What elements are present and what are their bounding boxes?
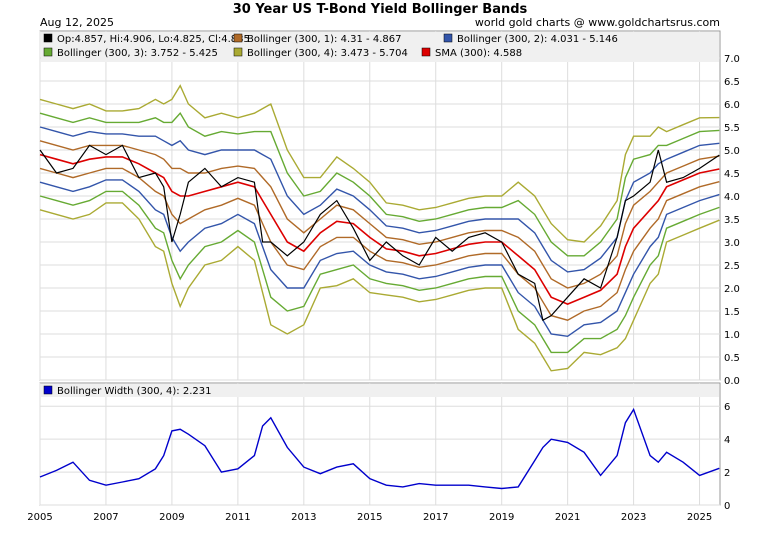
lower-legend-background xyxy=(41,384,719,397)
lower-y-tick-label: 0 xyxy=(724,501,730,512)
bollinger-width-line xyxy=(39,407,720,490)
legend-swatch xyxy=(43,33,53,43)
main-y-tick-label: 0.0 xyxy=(724,376,740,387)
legend-swatch xyxy=(233,47,243,57)
lower-plot-frame xyxy=(39,382,721,506)
close-line xyxy=(39,144,720,322)
x-tick-label: 2009 xyxy=(159,512,184,523)
legend-label: Bollinger (300, 4): 3.473 - 5.704 xyxy=(247,48,408,59)
chart-title: 30 Year US T-Bond Yield Bollinger Bands xyxy=(233,2,528,17)
main-y-tick-label: 4.0 xyxy=(724,192,740,203)
main-y-tick-label: 6.5 xyxy=(724,77,740,88)
x-tick-label: 2017 xyxy=(423,512,448,523)
x-tick-label: 2005 xyxy=(27,512,52,523)
legend-swatch xyxy=(233,33,243,43)
lower-y-tick-label: 4 xyxy=(724,435,730,446)
legend-label: Bollinger (300, 1): 4.31 - 4.867 xyxy=(247,34,401,45)
main-legend-background xyxy=(41,32,719,62)
main-y-tick-label: 1.5 xyxy=(724,307,740,318)
bollinger-300-4-upper-band xyxy=(39,84,720,243)
sma-300-line xyxy=(39,153,720,305)
lower-gridlines xyxy=(39,383,720,506)
legend-swatch xyxy=(43,47,53,57)
legend-label: Bollinger (300, 2): 4.031 - 5.146 xyxy=(457,34,618,45)
bollinger-300-2-lower-band xyxy=(39,179,720,338)
main-y-tick-label: 6.0 xyxy=(724,100,740,111)
x-tick-label: 2019 xyxy=(489,512,514,523)
main-y-tick-label: 3.5 xyxy=(724,215,740,226)
legend-swatch xyxy=(443,33,453,43)
bollinger-300-3-upper-band xyxy=(39,112,720,257)
lower-y-axis: 0 2 4 6 xyxy=(724,402,730,512)
bollinger-300-4-lower-band xyxy=(39,202,720,372)
x-tick-label: 2013 xyxy=(291,512,316,523)
main-y-tick-label: 4.5 xyxy=(724,169,740,180)
main-y-tick-label: 2.0 xyxy=(724,284,740,295)
main-y-tick-label: 0.5 xyxy=(724,353,740,364)
x-axis: 2005 2007 2009 2011 2013 2015 2017 2019 2021 2023… xyxy=(27,512,712,523)
legend-label: SMA (300): 4.588 xyxy=(435,48,522,59)
x-tick-label: 2023 xyxy=(621,512,646,523)
chart-source: world gold charts @ www.goldchartsrus.co… xyxy=(475,16,720,29)
main-y-tick-label: 3.0 xyxy=(724,238,740,249)
bollinger-300-1-lower-band xyxy=(39,167,720,321)
main-series-group xyxy=(39,84,720,372)
lower-y-tick-label: 2 xyxy=(724,468,730,479)
x-tick-label: 2025 xyxy=(687,512,712,523)
main-y-tick-label: 5.0 xyxy=(724,146,740,157)
main-plot-frame xyxy=(39,30,721,381)
legend-label: Op:4.857, Hi:4.906, Lo:4.825, Cl:4.885 xyxy=(57,34,250,45)
legend-swatch xyxy=(421,47,431,57)
x-tick-label: 2015 xyxy=(357,512,382,523)
lower-legend: Bollinger Width (300, 4): 2.231 xyxy=(43,385,211,397)
x-tick-label: 2011 xyxy=(225,512,250,523)
x-tick-label: 2007 xyxy=(93,512,118,523)
legend-label: Bollinger Width (300, 4): 2.231 xyxy=(57,386,211,397)
main-y-tick-label: 7.0 xyxy=(724,54,740,65)
main-y-tick-label: 5.5 xyxy=(724,123,740,134)
main-legend: Op:4.857, Hi:4.906, Lo:4.825, Cl:4.885Bo… xyxy=(43,33,618,59)
main-y-tick-label: 1.0 xyxy=(724,330,740,341)
x-tick-label: 2021 xyxy=(555,512,580,523)
chart-date: Aug 12, 2025 xyxy=(40,16,114,29)
bollinger-300-1-upper-band xyxy=(39,140,720,289)
legend-label: Bollinger (300, 3): 3.752 - 5.425 xyxy=(57,48,218,59)
lower-series-group xyxy=(39,407,720,490)
lower-y-tick-label: 6 xyxy=(724,402,730,413)
main-y-axis: 0.0 0.5 1.0 1.5 2.0 2.5 3.0 3.5 4.0 4.5 5.0 5.5 6.0 6… xyxy=(724,54,740,387)
main-y-tick-label: 2.5 xyxy=(724,261,740,272)
bollinger-300-3-lower-band xyxy=(39,190,720,354)
legend-swatch xyxy=(43,385,53,395)
